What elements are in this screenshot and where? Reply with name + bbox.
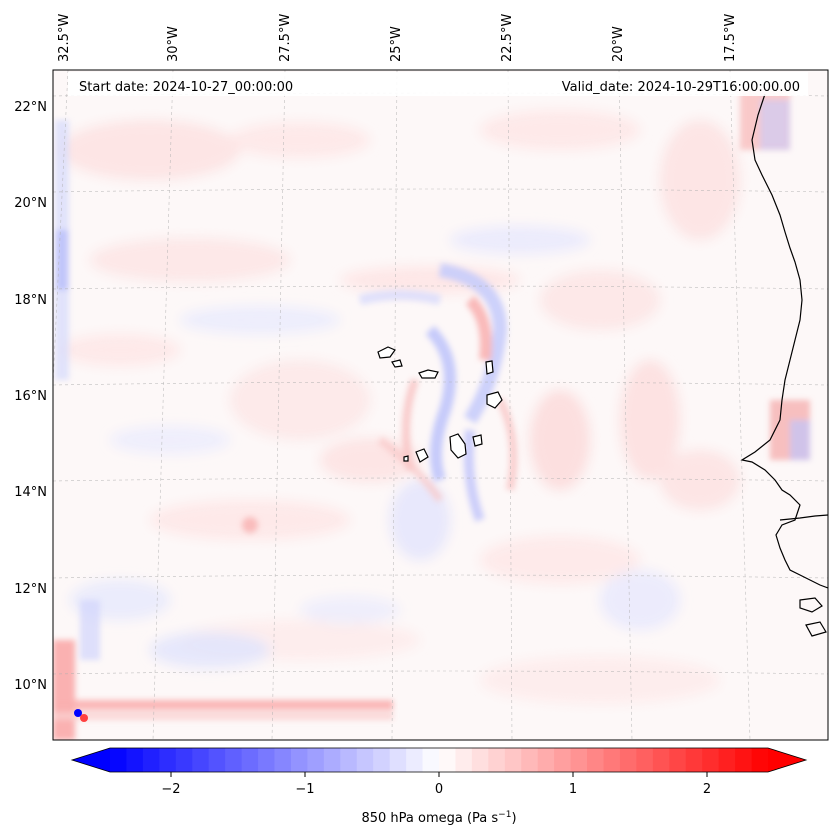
colorbar-cell (356, 748, 374, 772)
colorbar-cell (521, 748, 539, 772)
brava-island (403, 455, 409, 462)
lon-label: 25°W (389, 26, 404, 62)
colorbar-cell (225, 748, 242, 772)
colorbar-cell (258, 748, 275, 772)
lat-label: 22°N (14, 100, 47, 115)
colorbar-cell (241, 748, 259, 772)
strong-ascent-spot (74, 709, 82, 717)
lat-label: 18°N (14, 293, 47, 308)
santiago-island (449, 433, 467, 459)
colorbar: −2 −1 0 1 2 850 hPa omega (Pa s−1) (70, 747, 808, 826)
cabo-verde-islands (377, 346, 503, 463)
coastlines (740, 93, 828, 637)
colorbar-cell (274, 748, 292, 772)
bijagos-islands (799, 597, 823, 613)
colorbar-cell (554, 748, 571, 772)
cbar-tick-label: −1 (295, 782, 314, 797)
start-date-text: Start date: 2024-10-27_00:00:00 (79, 80, 293, 95)
map-frame (52, 69, 829, 741)
lon-label: 17.5°W (723, 14, 738, 62)
longitude-labels: 32.5°W 30°W 27.5°W 25°W 22.5°W 20°W 17.5… (57, 14, 738, 62)
coastal-island (805, 621, 827, 637)
omega-field (53, 90, 810, 740)
colorbar-cell (192, 748, 210, 772)
gambia-coast (779, 514, 828, 521)
header-band (68, 72, 808, 96)
fogo-island (415, 448, 429, 463)
boa-vista-island (486, 391, 503, 409)
lat-label: 12°N (14, 582, 47, 597)
colorbar-cell (570, 748, 588, 772)
colorbar-cell (340, 748, 358, 772)
colorbar-cell (110, 748, 127, 772)
colorbar-cell (702, 748, 720, 772)
colorbar-cell (669, 748, 687, 772)
colorbar-label-close: ) (511, 811, 516, 826)
cbar-tick-label: 2 (703, 782, 711, 797)
santo-antao-island (377, 346, 396, 359)
colorbar-cell (636, 748, 654, 772)
lon-label: 30°W (166, 26, 181, 62)
colorbar-cell (455, 748, 473, 772)
colorbar-cell (718, 748, 736, 772)
lat-label: 20°N (14, 196, 47, 211)
colorbar-label: 850 hPa omega (Pa s−1) (361, 810, 516, 826)
lat-label: 10°N (14, 678, 47, 693)
lon-label: 32.5°W (57, 14, 72, 62)
colorbar-cell (751, 748, 769, 772)
colorbar-cell (619, 748, 637, 772)
colorbar-cell (685, 748, 703, 772)
sao-nicolau-island (418, 369, 439, 379)
cbar-tick-label: 0 (435, 782, 443, 797)
lat-label: 16°N (14, 389, 47, 404)
colorbar-cell (735, 748, 752, 772)
sal-island (485, 360, 494, 375)
colorbar-outline (70, 747, 808, 773)
colorbar-cell (488, 748, 506, 772)
colorbar-label-sup: −1 (498, 810, 511, 820)
map-panel: Start date: 2024-10-27_00:00:00 Valid_da… (52, 69, 829, 741)
colorbar-cell (471, 748, 489, 772)
colorbar-cell (142, 748, 160, 772)
cbar-tick-label: 1 (569, 782, 577, 797)
colorbar-cell (652, 748, 670, 772)
colorbar-max-extension (768, 748, 806, 772)
colorbar-cell (406, 748, 423, 772)
latitude-labels: 22°N 20°N 18°N 16°N 14°N 12°N 10°N (14, 100, 47, 693)
colorbar-min-extension (72, 748, 110, 772)
colorbar-cell (323, 748, 341, 772)
colorbar-cell (290, 748, 308, 772)
graticule (53, 70, 828, 740)
colorbar-cell (175, 748, 193, 772)
colorbar-cell (159, 748, 177, 772)
omega-smooth-field (60, 110, 740, 704)
africa-coastline (740, 93, 828, 589)
colorbar-cell (208, 748, 226, 772)
lon-label: 22.5°W (500, 14, 515, 62)
colorbar-cell (373, 748, 391, 772)
colorbar-cell (603, 748, 621, 772)
colorbar-label-main: 850 hPa omega (Pa s (361, 811, 498, 826)
colorbar-cell (307, 748, 325, 772)
colorbar-cell (504, 748, 522, 772)
colorbar-cell (126, 748, 144, 772)
omega-spiral-bands (53, 90, 810, 740)
strong-descent-spot (80, 714, 88, 722)
sao-vicente-island (391, 359, 403, 368)
lon-label: 20°W (611, 26, 626, 62)
colorbar-cell (537, 748, 555, 772)
colorbar-ticks: −2 −1 0 1 2 (161, 772, 711, 797)
colorbar-cells (110, 748, 769, 772)
colorbar-cell (389, 748, 407, 772)
colorbar-cell (422, 748, 440, 772)
valid-date-text: Valid_date: 2024-10-29T16:00:00.00 (562, 80, 800, 95)
colorbar-cell (587, 748, 604, 772)
cbar-tick-label: −2 (161, 782, 180, 797)
lon-label: 27.5°W (278, 14, 293, 62)
lat-label: 14°N (14, 485, 47, 500)
colorbar-cell (439, 748, 456, 772)
maio-island (472, 434, 483, 447)
